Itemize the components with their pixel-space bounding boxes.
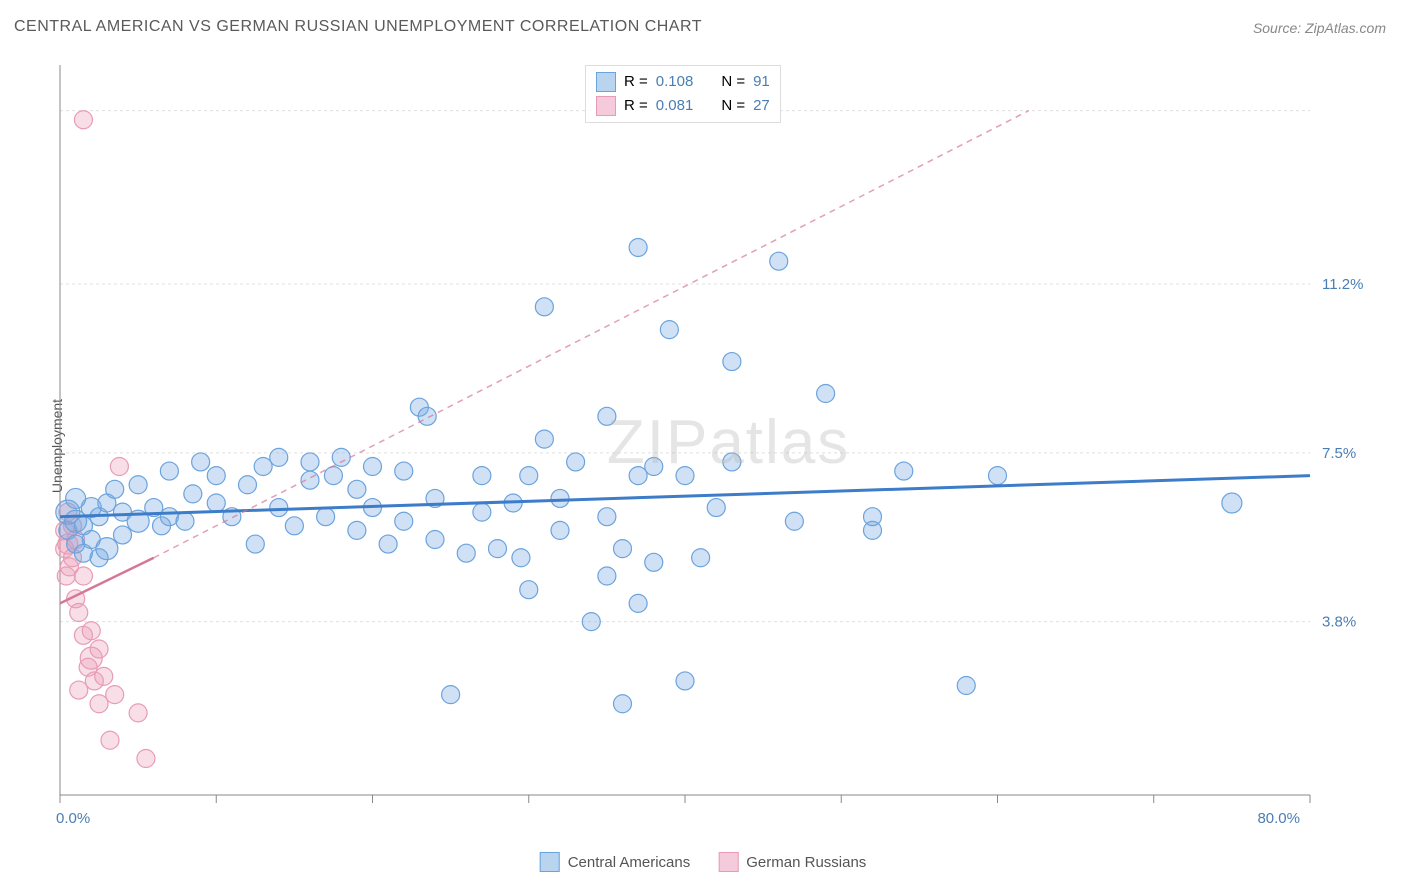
chart-container: CENTRAL AMERICAN VS GERMAN RUSSIAN UNEMP… bbox=[0, 0, 1406, 892]
legend-swatch-blue bbox=[540, 852, 560, 872]
svg-text:3.8%: 3.8% bbox=[1322, 614, 1356, 631]
legend-label-series2: German Russians bbox=[746, 854, 866, 871]
legend-swatch-pink bbox=[718, 852, 738, 872]
stat-n-label: N = bbox=[721, 94, 745, 118]
stat-r-value-2: 0.081 bbox=[656, 94, 694, 118]
legend-label-series1: Central Americans bbox=[568, 854, 691, 871]
source-attribution: Source: ZipAtlas.com bbox=[1253, 20, 1386, 36]
legend-item-series1: Central Americans bbox=[540, 852, 691, 872]
svg-text:11.2%: 11.2% bbox=[1322, 276, 1363, 293]
stat-swatch-blue bbox=[596, 72, 616, 92]
scatter-chart-svg: 3.8% 7.5% 11.2% 0.0% 80.0% bbox=[50, 55, 1380, 825]
correlation-stat-box: R = 0.108 N = 91 R = 0.081 N = 27 bbox=[585, 65, 781, 123]
chart-title: CENTRAL AMERICAN VS GERMAN RUSSIAN UNEMP… bbox=[14, 18, 702, 36]
stat-r-value-1: 0.108 bbox=[656, 70, 694, 94]
plot-area: 3.8%7.5%11.2%0.0%80.0% ZIPatlas R = 0.10… bbox=[50, 55, 1380, 825]
stat-n-value-2: 27 bbox=[753, 94, 770, 118]
stat-n-label: N = bbox=[721, 70, 745, 94]
svg-text:7.5%: 7.5% bbox=[1322, 445, 1356, 462]
legend-item-series2: German Russians bbox=[718, 852, 866, 872]
legend: Central Americans German Russians bbox=[540, 852, 867, 872]
svg-text:80.0%: 80.0% bbox=[1257, 810, 1300, 825]
stat-r-label: R = bbox=[624, 70, 648, 94]
stat-row-series1: R = 0.108 N = 91 bbox=[596, 70, 770, 94]
stat-r-label: R = bbox=[624, 94, 648, 118]
stat-swatch-pink bbox=[596, 96, 616, 116]
svg-text:0.0%: 0.0% bbox=[56, 810, 90, 825]
stat-row-series2: R = 0.081 N = 27 bbox=[596, 94, 770, 118]
stat-n-value-1: 91 bbox=[753, 70, 770, 94]
